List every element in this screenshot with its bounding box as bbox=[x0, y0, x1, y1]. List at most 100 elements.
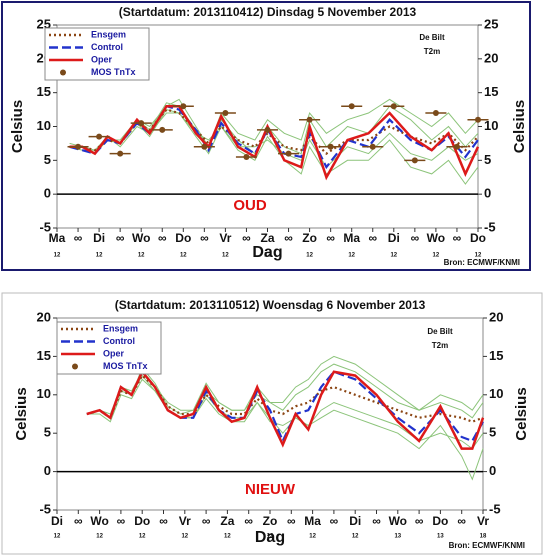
mos-point bbox=[411, 157, 418, 164]
y-tick-label-right: -5 bbox=[484, 219, 496, 234]
annotation: NIEUW bbox=[245, 481, 296, 498]
x-tick-label: ∞ bbox=[158, 231, 167, 245]
mos-point bbox=[264, 126, 271, 133]
x-sublabel: 12 bbox=[306, 253, 313, 259]
y-tick-label: 10 bbox=[37, 118, 51, 133]
mos-point bbox=[327, 143, 334, 150]
x-sublabel: 12 bbox=[309, 534, 316, 540]
y-tick-label-right: 15 bbox=[484, 84, 498, 99]
y-tick-label-right: 20 bbox=[484, 50, 498, 65]
x-sublabel: 13 bbox=[394, 534, 401, 540]
x-tick-label: Di bbox=[388, 231, 400, 245]
mos-point bbox=[348, 103, 355, 110]
x-sublabel: 18 bbox=[480, 534, 487, 540]
x-sublabel: 12 bbox=[96, 534, 103, 540]
mos-point bbox=[306, 116, 313, 123]
mos-point bbox=[390, 103, 397, 110]
x-sublabel: 12 bbox=[267, 534, 274, 540]
x-sublabel: 12 bbox=[348, 253, 355, 259]
x-tick-label: Wo bbox=[90, 514, 108, 528]
x-tick-label: Wo bbox=[389, 514, 407, 528]
x-tick-label: ∞ bbox=[242, 231, 251, 245]
x-axis-label: Dag bbox=[252, 244, 282, 261]
mos-point bbox=[159, 126, 166, 133]
y-tick-label: 5 bbox=[44, 425, 51, 440]
x-tick-label: ∞ bbox=[284, 231, 293, 245]
x-tick-label: ∞ bbox=[330, 514, 339, 528]
panel-frame bbox=[1, 1, 531, 271]
y-tick-label: -5 bbox=[39, 219, 51, 234]
location: De Bilt bbox=[427, 327, 453, 336]
annotation: OUD bbox=[233, 197, 267, 214]
y-tick-label-right: 5 bbox=[484, 152, 491, 167]
x-tick-label: ∞ bbox=[200, 231, 209, 245]
x-sublabel: 12 bbox=[390, 253, 397, 259]
x-sublabel: 12 bbox=[139, 534, 146, 540]
y-tick-label: 10 bbox=[37, 386, 51, 401]
x-tick-label: Do bbox=[134, 514, 150, 528]
x-tick-label: Ma bbox=[49, 231, 66, 245]
location: De Bilt bbox=[419, 33, 445, 42]
x-tick-label: ∞ bbox=[368, 231, 377, 245]
x-tick-label: ∞ bbox=[411, 231, 420, 245]
mos-point bbox=[75, 143, 82, 150]
y-axis-label-right: Celsius bbox=[511, 100, 528, 153]
y-tick-label-right: 5 bbox=[489, 425, 496, 440]
chart-title: (Startdatum: 2013110412) Dinsdag 5 Novem… bbox=[119, 5, 417, 19]
x-sublabel: 12 bbox=[222, 253, 229, 259]
x-tick-label: Za bbox=[220, 514, 234, 528]
x-tick-label: Vr bbox=[219, 231, 231, 245]
x-sublabel: 12 bbox=[180, 253, 187, 259]
y-axis-label: Celsius bbox=[9, 100, 26, 153]
y-tick-label: 5 bbox=[44, 152, 51, 167]
x-sublabel: 13 bbox=[437, 534, 444, 540]
panel-frame bbox=[1, 292, 543, 555]
ensemble-member bbox=[69, 112, 479, 168]
x-sublabel: 12 bbox=[264, 253, 271, 259]
y-tick-label-right: 25 bbox=[484, 16, 498, 31]
x-sublabel: 12 bbox=[352, 534, 359, 540]
x-tick-label: Wo bbox=[132, 231, 150, 245]
mos-point bbox=[432, 109, 439, 116]
mos-point bbox=[138, 120, 145, 127]
source: Bron: ECMWF/KNMI bbox=[444, 258, 520, 267]
x-tick-label: Ma bbox=[304, 514, 321, 528]
source: Bron: ECMWF/KNMI bbox=[449, 541, 525, 550]
x-tick-label: Za bbox=[260, 231, 274, 245]
x-tick-label: ∞ bbox=[326, 231, 335, 245]
mos-point bbox=[201, 143, 208, 150]
x-tick-label: ∞ bbox=[287, 514, 296, 528]
y-axis-label: Celsius bbox=[13, 387, 30, 440]
x-tick-label: Di bbox=[51, 514, 63, 528]
mos-point bbox=[243, 153, 250, 160]
mos-point bbox=[180, 103, 187, 110]
x-tick-label: Do bbox=[470, 231, 486, 245]
variable: T2m bbox=[424, 47, 440, 56]
legend-label: Ensgem bbox=[91, 29, 126, 39]
x-tick-label: Ma bbox=[343, 231, 360, 245]
x-tick-label: Do bbox=[175, 231, 191, 245]
x-sublabel: 12 bbox=[433, 253, 440, 259]
legend-label: Control bbox=[91, 42, 123, 52]
chart-title: (Startdatum: 2013110512) Woensdag 6 Nove… bbox=[115, 298, 426, 312]
x-sublabel: 12 bbox=[138, 253, 145, 259]
y-tick-label: 20 bbox=[37, 309, 51, 324]
x-tick-label: ∞ bbox=[74, 231, 83, 245]
x-sublabel: 12 bbox=[475, 253, 482, 259]
y-tick-label-right: -5 bbox=[489, 501, 501, 516]
x-tick-label: ∞ bbox=[372, 514, 381, 528]
y-tick-label-right: 10 bbox=[484, 118, 498, 133]
mos-point bbox=[453, 143, 460, 150]
x-tick-label: ∞ bbox=[202, 514, 211, 528]
series-line bbox=[86, 369, 484, 444]
y-tick-label-right: 0 bbox=[489, 463, 496, 478]
mos-point bbox=[475, 116, 481, 123]
legend-label: Ensgem bbox=[103, 323, 138, 333]
x-tick-label: Di bbox=[93, 231, 105, 245]
x-sublabel: 12 bbox=[54, 534, 61, 540]
legend-swatch bbox=[72, 363, 78, 370]
mos-point bbox=[369, 143, 376, 150]
mos-point bbox=[117, 150, 124, 157]
chart: (Startdatum: 2013110512) Woensdag 6 Nove… bbox=[13, 298, 530, 550]
